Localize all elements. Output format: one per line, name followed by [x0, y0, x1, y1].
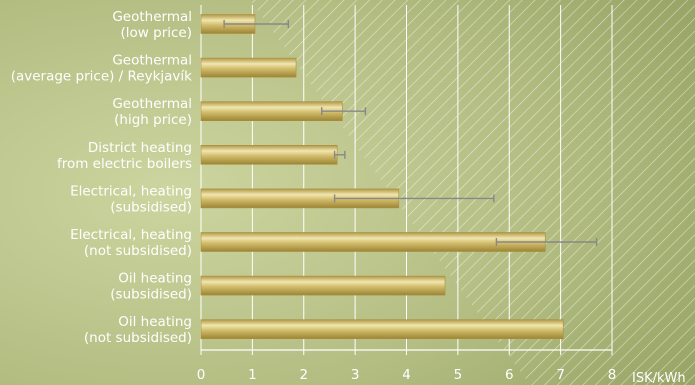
x-tick-label: 5 — [454, 367, 463, 383]
bar — [200, 232, 546, 252]
x-tick-label: 2 — [299, 367, 308, 383]
x-axis: 0 1 2 3 4 5 6 7 8 — [197, 349, 617, 383]
bar — [200, 145, 338, 165]
error-bar — [333, 194, 495, 203]
error-bar — [333, 150, 346, 159]
category-label: Oil heating (subsidised) — [110, 271, 192, 303]
hatched-region — [250, 0, 695, 385]
category-label: Geothermal (high price) — [112, 96, 192, 128]
error-bars — [223, 20, 598, 246]
bar — [200, 319, 564, 340]
x-tick-label: 3 — [351, 367, 360, 383]
category-label: Geothermal (low price) — [112, 9, 192, 41]
x-tick-label: 4 — [402, 367, 411, 383]
category-label: Geothermal (average price) / Reykjavík — [11, 53, 192, 85]
category-label: Oil heating (not subsidised) — [84, 314, 192, 346]
x-tick-label: 0 — [197, 367, 206, 383]
error-bar — [223, 20, 290, 28]
category-label: District heating from electric boilers — [57, 140, 192, 172]
bar — [200, 275, 446, 296]
x-tick-label: 8 — [608, 367, 617, 383]
category-label: Electrical, heating (subsidised) — [70, 183, 192, 215]
category-label: Electrical, heating (not subsidised) — [70, 227, 192, 259]
x-tick-label: 6 — [505, 367, 514, 383]
error-bar — [321, 107, 367, 116]
x-tick-label: 1 — [248, 367, 257, 383]
x-tick-label: 7 — [556, 367, 565, 383]
x-axis-label: ISK/kWh — [632, 371, 686, 385]
error-bar — [495, 238, 598, 246]
category-labels: Geothermal (low price) Geothermal (average … — [11, 9, 192, 346]
bar — [200, 57, 297, 78]
